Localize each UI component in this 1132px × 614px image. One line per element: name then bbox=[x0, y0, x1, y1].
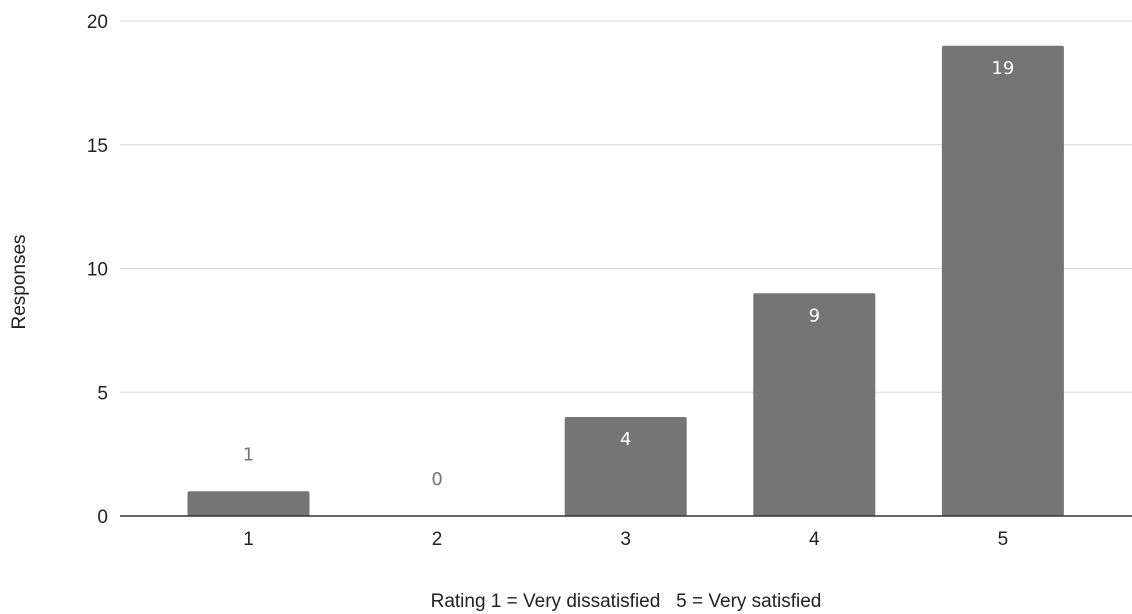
y-axis-ticks: 0 5 10 15 20 bbox=[87, 12, 108, 528]
y-tick-label: 20 bbox=[87, 12, 108, 33]
x-tick-label: 1 bbox=[243, 529, 254, 550]
bar-5 bbox=[941, 45, 1064, 516]
data-label: 1 bbox=[243, 444, 254, 465]
data-label: 9 bbox=[809, 305, 820, 326]
data-label: 19 bbox=[991, 58, 1014, 79]
bar-3 bbox=[564, 417, 687, 516]
data-label: 0 bbox=[431, 469, 442, 490]
y-tick-label: 15 bbox=[87, 136, 108, 157]
bar-1 bbox=[187, 491, 310, 516]
y-tick-label: 10 bbox=[87, 260, 108, 281]
data-label: 4 bbox=[620, 429, 631, 450]
data-labels: 1 0 4 9 19 bbox=[243, 58, 1015, 490]
y-tick-label: 5 bbox=[97, 383, 108, 404]
x-tick-label: 5 bbox=[998, 529, 1009, 550]
x-axis-title: Rating 1 = Very dissatisfied 5 = Very sa… bbox=[431, 591, 822, 612]
y-tick-label: 0 bbox=[97, 507, 108, 528]
x-tick-label: 3 bbox=[620, 529, 631, 550]
bars bbox=[187, 45, 1064, 516]
y-axis-title: Responses bbox=[9, 234, 30, 329]
bar-4 bbox=[753, 293, 876, 516]
x-tick-label: 2 bbox=[432, 529, 443, 550]
x-axis-ticks: 1 2 3 4 5 bbox=[243, 529, 1008, 550]
x-tick-label: 4 bbox=[809, 529, 820, 550]
